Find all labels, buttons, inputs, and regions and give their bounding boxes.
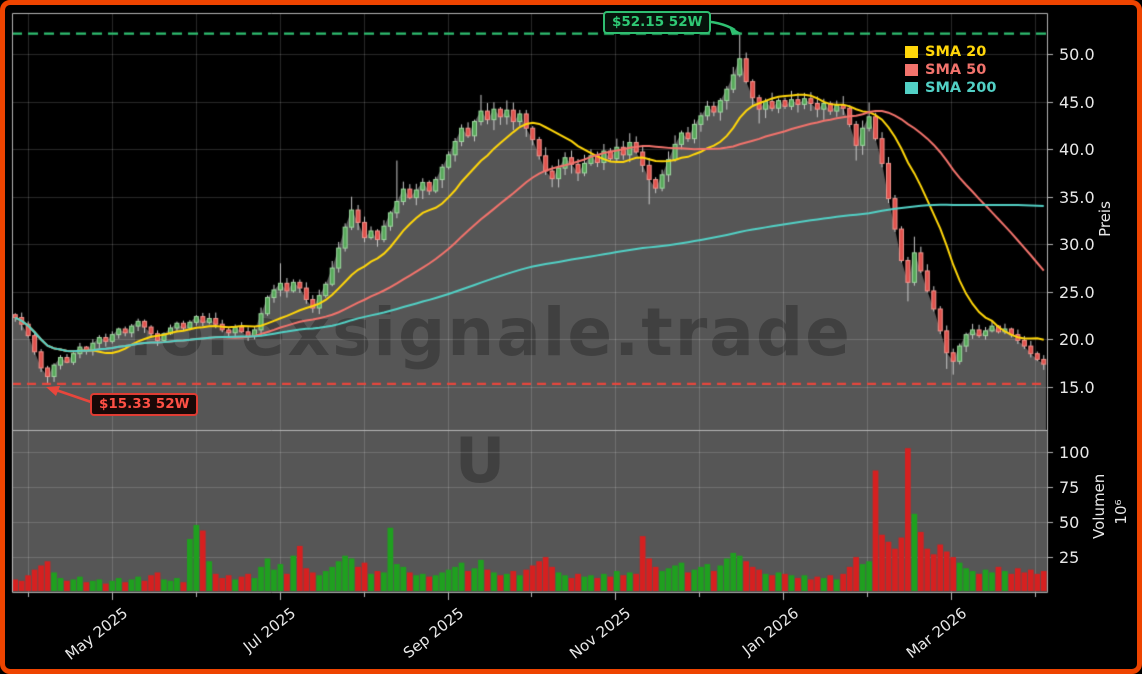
volume-axis-unit: 10⁶ xyxy=(1112,499,1130,525)
price-tick-label-15.0: 15.0 xyxy=(1059,378,1095,397)
sma-200-swatch-icon xyxy=(905,81,918,94)
price-tick-label-30.0: 30.0 xyxy=(1059,235,1095,255)
volume-tick-label-75: 75 xyxy=(1059,478,1080,498)
price-axis-title: Preis xyxy=(1096,201,1114,237)
price-tick-label-35.0: 35.0 xyxy=(1059,187,1095,207)
legend-label-sma-200: SMA 200 xyxy=(925,79,997,96)
legend-label-sma-20: SMA 20 xyxy=(925,43,987,60)
sma-20-swatch-icon xyxy=(905,45,918,58)
price-tick-label-20.0: 20.0 xyxy=(1059,330,1095,350)
price-tick-label-45.0: 45.0 xyxy=(1059,92,1095,112)
price-tick-label-25.0: 25.0 xyxy=(1059,282,1095,302)
sma-50-swatch-icon xyxy=(905,63,918,76)
volume-axis-title: Volumen xyxy=(1090,473,1108,539)
legend-item-sma-50: SMA 50 xyxy=(905,61,996,78)
legend-item-sma-20: SMA 20 xyxy=(905,43,996,60)
price-tick-label-40.0: 40.0 xyxy=(1059,140,1095,160)
volume-tick-label-100: 100 xyxy=(1059,443,1090,463)
high-52w-annotation: $52.15 52W xyxy=(603,11,712,34)
sma-legend: SMA 20 SMA 50 SMA 200 xyxy=(905,43,996,97)
volume-tick-label-25: 25 xyxy=(1059,548,1080,568)
low-52w-annotation: $15.33 52W xyxy=(90,393,199,416)
low-annotation-arrow-icon xyxy=(46,386,95,405)
volume-tick-label-50: 50 xyxy=(1059,513,1080,533)
price-tick-label-50.0: 50.0 xyxy=(1059,45,1095,64)
legend-label-sma-50: SMA 50 xyxy=(925,61,987,78)
legend-item-sma-200: SMA 200 xyxy=(905,79,996,96)
